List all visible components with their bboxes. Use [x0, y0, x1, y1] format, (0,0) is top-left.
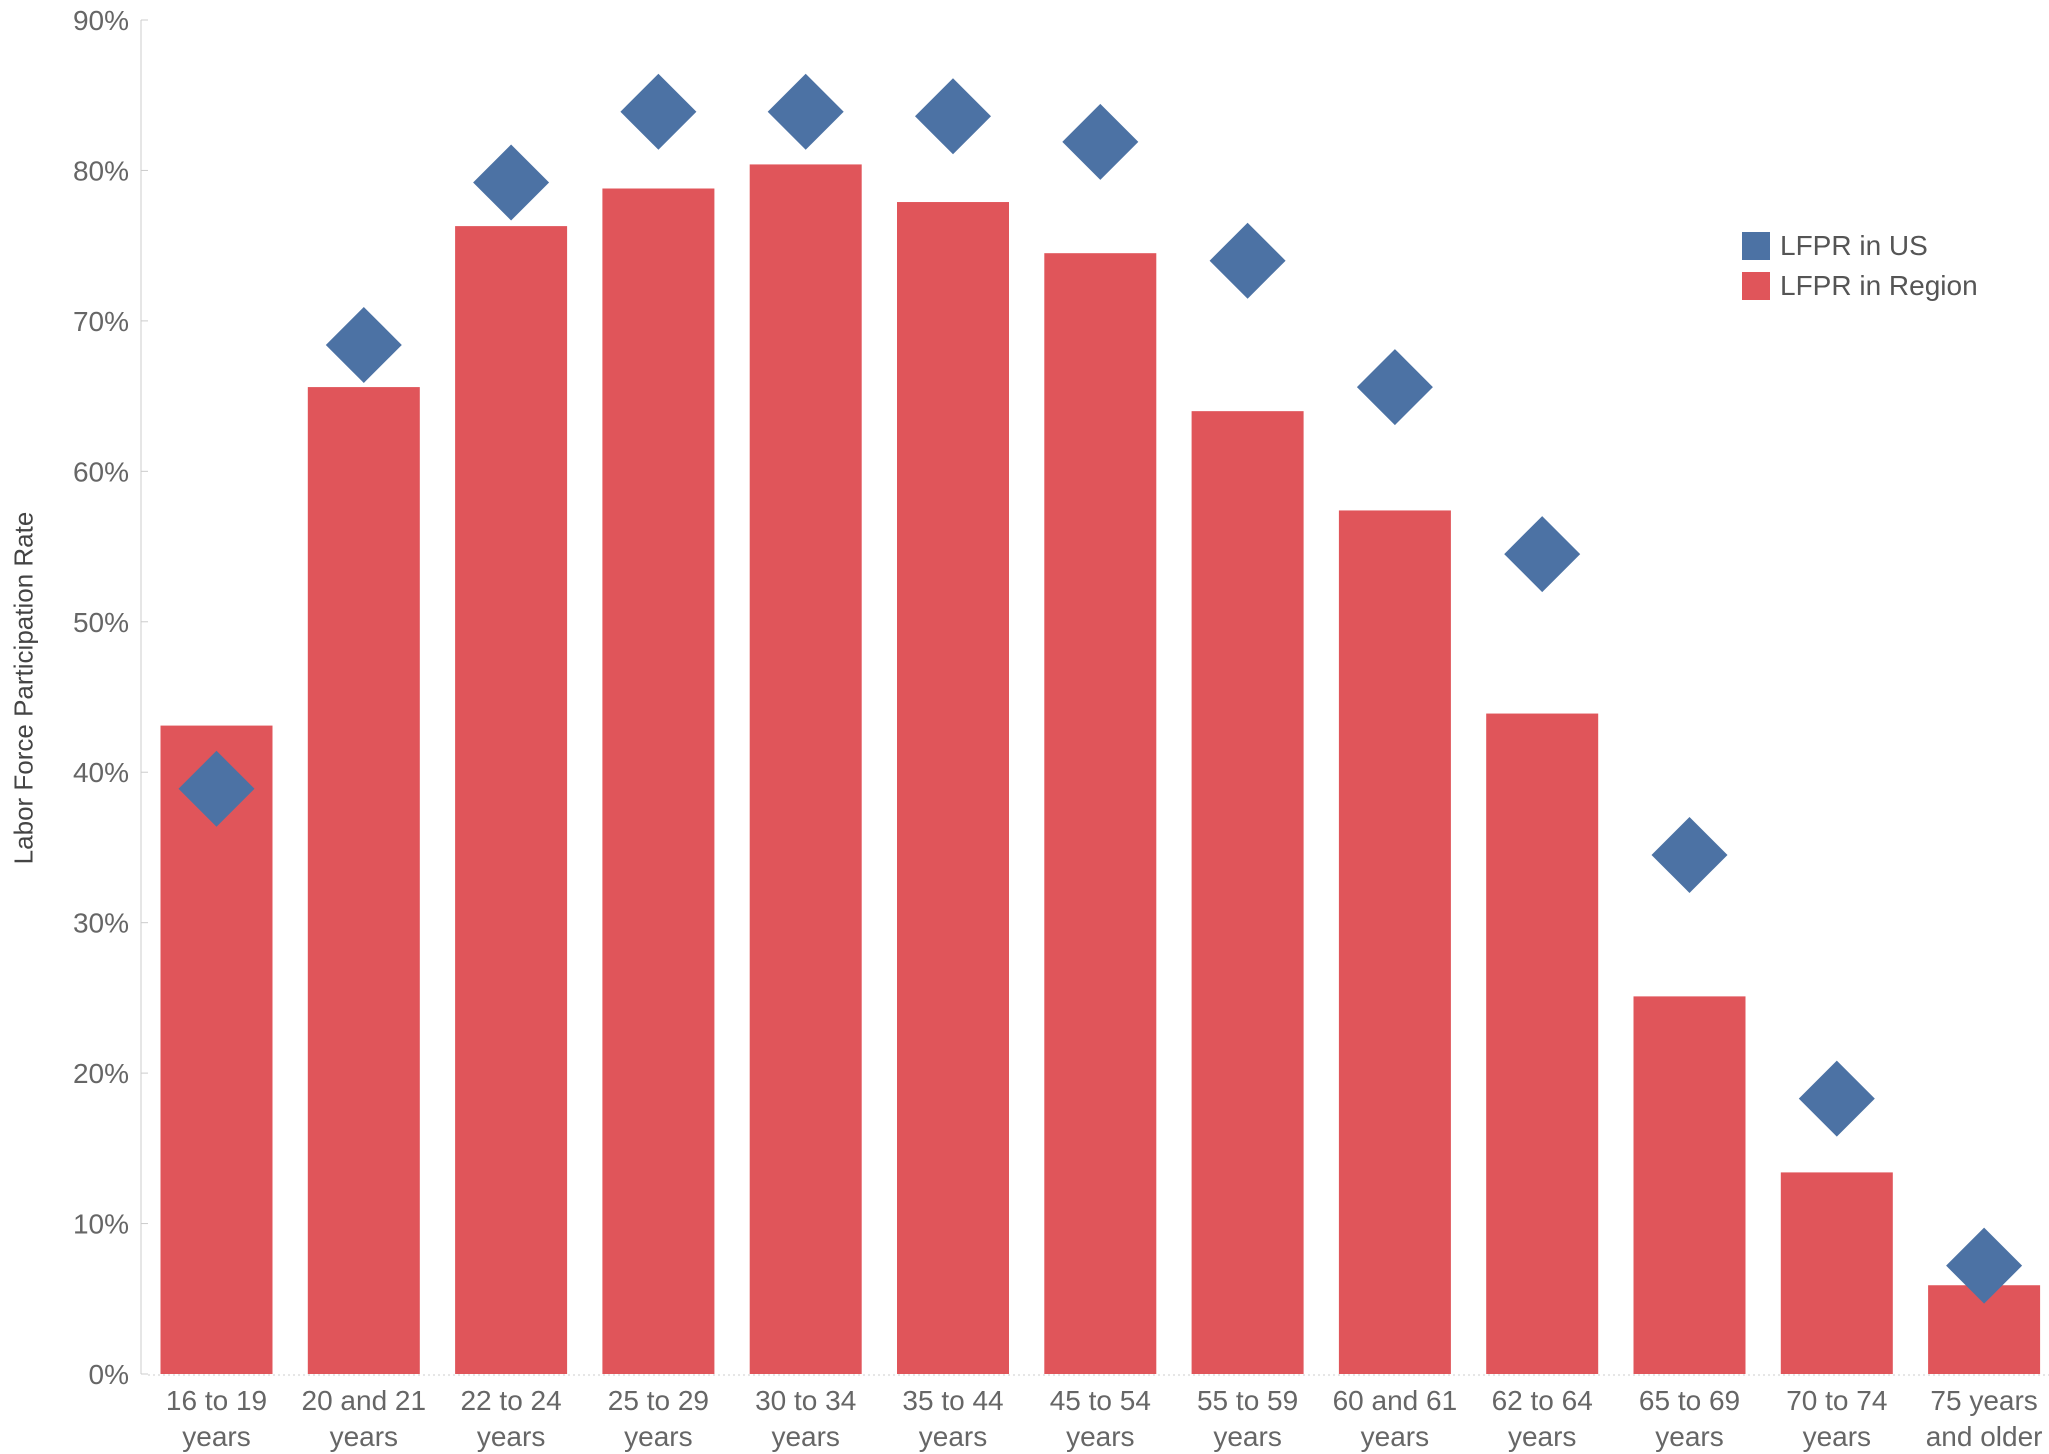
x-tick-label-line: 62 to 64 [1492, 1385, 1593, 1416]
x-tick-label-line: 60 and 61 [1333, 1385, 1458, 1416]
x-tick-label-line: 30 to 34 [755, 1385, 856, 1416]
bar-region [1780, 1172, 1893, 1374]
bar-region [602, 188, 715, 1374]
y-tick-label: 10% [73, 1209, 129, 1240]
bar-region [897, 202, 1009, 1374]
legend-label-region: LFPR in Region [1780, 270, 1978, 301]
x-tick-label-line: years [919, 1421, 987, 1452]
x-tick-label-line: years [1508, 1421, 1576, 1452]
x-tick-label-line: 16 to 19 [166, 1385, 267, 1416]
bar-region [1191, 411, 1304, 1375]
x-tick-label: 45 to 54 years [1050, 1385, 1151, 1452]
legend-item-region: LFPR in Region [1742, 266, 1978, 306]
y-axis: 0% 10% 20% 30% 40% 50% 60% 70% 80% 90% [73, 5, 148, 1390]
x-tick-label-line: 20 and 21 [302, 1385, 427, 1416]
legend: LFPR in US LFPR in Region [1742, 226, 1978, 306]
x-tick-label: 30 to 34 years [755, 1385, 856, 1452]
x-axis: 16 to 19 years 20 and 21 years 22 to 24 years… [148, 1374, 2049, 1452]
x-tick-label: 70 to 74 years [1786, 1385, 1887, 1452]
x-tick-label-line: years [1066, 1421, 1134, 1452]
x-tick-label: 75 years and older [1926, 1385, 2043, 1452]
legend-label-us: LFPR in US [1780, 230, 1928, 261]
y-tick-label: 30% [73, 908, 129, 939]
bar-region [1486, 713, 1599, 1374]
diamond-us [1651, 816, 1728, 893]
x-tick-label-line: years [1803, 1421, 1871, 1452]
x-tick-label-line: and older [1926, 1421, 2043, 1452]
x-tick-label-line: 55 to 59 [1197, 1385, 1298, 1416]
diamond-us [325, 306, 402, 383]
y-tick-label: 40% [73, 757, 129, 788]
x-tick-label: 25 to 29 years [608, 1385, 709, 1452]
y-tick-label: 50% [73, 607, 129, 638]
legend-item-us: LFPR in US [1742, 226, 1978, 266]
diamond-us [620, 73, 697, 150]
x-tick-label-line: 45 to 54 [1050, 1385, 1151, 1416]
bar-region [160, 725, 273, 1374]
diamond-us [473, 144, 550, 221]
x-tick-label-line: 70 to 74 [1786, 1385, 1887, 1416]
bar-region [307, 387, 420, 1374]
y-tick-label: 80% [73, 155, 129, 186]
y-tick-label: 20% [73, 1058, 129, 1089]
x-tick-label: 55 to 59 years [1197, 1385, 1298, 1452]
x-tick-label-line: 22 to 24 [460, 1385, 561, 1416]
bar-region [1633, 996, 1746, 1374]
diamond-us [1209, 222, 1286, 299]
us-diamonds [178, 73, 2023, 1304]
region-bars [160, 164, 2041, 1375]
diamond-us [178, 750, 255, 827]
x-tick-label: 65 to 69 years [1639, 1385, 1740, 1452]
diamond-us [915, 78, 991, 155]
x-tick-label-line: years [182, 1421, 250, 1452]
diamond-us [1356, 349, 1433, 426]
x-tick-label-line: years [771, 1421, 839, 1452]
y-tick-label: 60% [73, 456, 129, 487]
x-tick-label-line: 25 to 29 [608, 1385, 709, 1416]
x-tick-label-line: years [330, 1421, 398, 1452]
y-axis-title: Labor Force Participation Rate [8, 511, 39, 865]
legend-swatch-region [1742, 272, 1770, 300]
diamond-us [1504, 516, 1581, 593]
diamond-us [767, 73, 844, 150]
x-tick-label: 60 and 61 years [1333, 1385, 1458, 1452]
y-tick-label: 90% [73, 5, 129, 36]
x-tick-label-line: years [1361, 1421, 1429, 1452]
x-tick-label-line: years [477, 1421, 545, 1452]
bar-region [749, 164, 862, 1375]
diamond-us [1798, 1060, 1875, 1137]
x-tick-label-line: 65 to 69 [1639, 1385, 1740, 1416]
bar-region [455, 226, 568, 1374]
x-tick-label-line: 35 to 44 [902, 1385, 1003, 1416]
x-tick-label-line: years [624, 1421, 692, 1452]
x-tick-label: 16 to 19 years [166, 1385, 267, 1452]
x-tick-label-line: 75 years [1930, 1385, 2037, 1416]
bar-region [1044, 253, 1157, 1375]
bar-region [1338, 510, 1451, 1375]
diamond-us [1946, 1227, 2023, 1304]
diamond-us [1062, 103, 1139, 180]
x-tick-label: 35 to 44 years [902, 1385, 1003, 1452]
y-tick-label: 0% [89, 1359, 129, 1390]
x-tick-label: 20 and 21 years [302, 1385, 427, 1452]
x-tick-label: 22 to 24 years [460, 1385, 561, 1452]
x-tick-label-line: years [1655, 1421, 1723, 1452]
legend-swatch-us [1742, 232, 1770, 260]
y-tick-label: 70% [73, 306, 129, 337]
x-tick-label-line: years [1213, 1421, 1281, 1452]
x-tick-label: 62 to 64 years [1492, 1385, 1593, 1452]
